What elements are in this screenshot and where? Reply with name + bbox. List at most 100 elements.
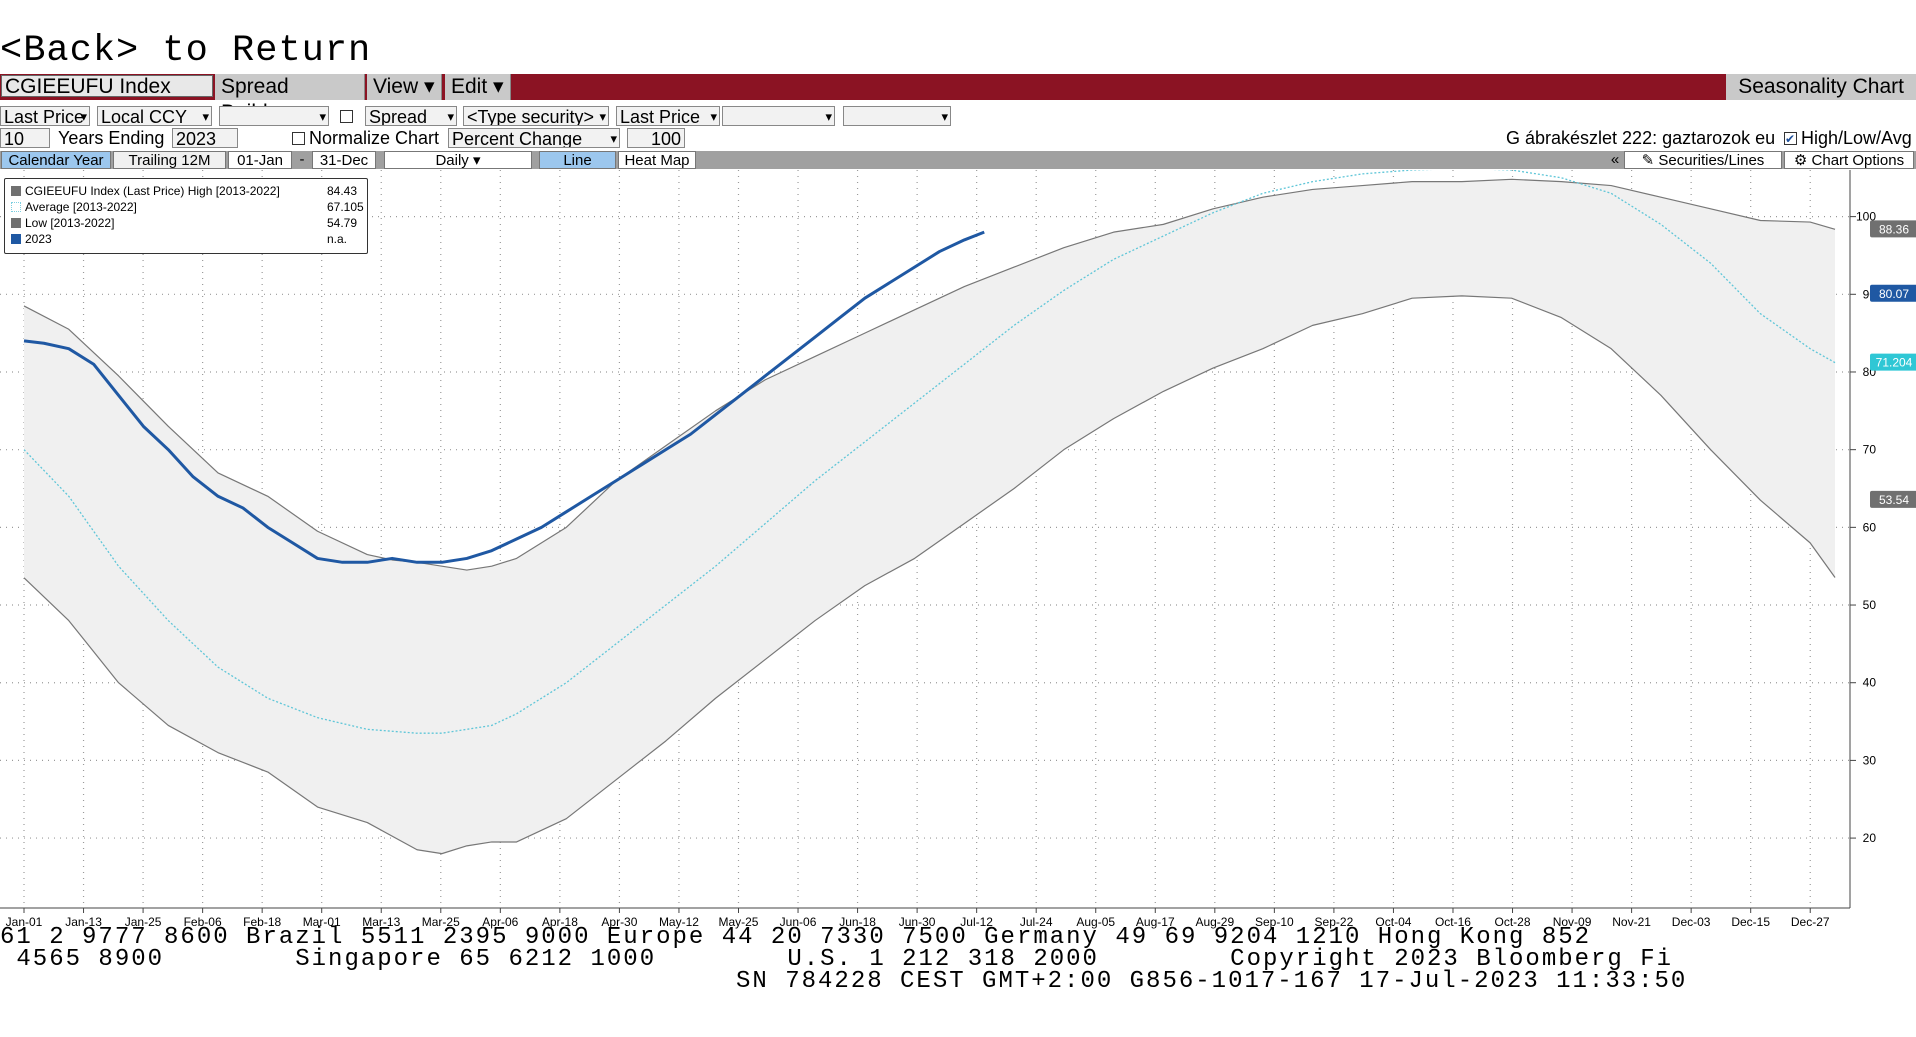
- x-tick-label: Oct-16: [1435, 915, 1471, 929]
- main-toolbar: CGIEEUFU Index Spread Builder View ▾ Edi…: [0, 74, 1916, 124]
- legend-entry: 2023 n.a.: [11, 231, 361, 247]
- gear-icon: ⚙: [1793, 152, 1812, 169]
- start-date-input[interactable]: 01-Jan: [228, 151, 292, 169]
- high-low-avg-label: High/Low/Avg: [1801, 128, 1912, 148]
- spread-builder-button[interactable]: Spread Builder: [215, 74, 365, 124]
- y-tick-label: 50: [1863, 598, 1877, 612]
- x-tick-label: Feb-18: [243, 915, 281, 929]
- legend-entry: CGIEEUFU Index (Last Price) High [2013-2…: [11, 183, 361, 199]
- empty-select-1[interactable]: [219, 106, 329, 126]
- y-tick-label: 40: [1863, 676, 1877, 690]
- back-to-return-link[interactable]: <Back> to Return: [0, 30, 372, 72]
- x-tick-label: Feb-06: [184, 915, 222, 929]
- empty-select-3[interactable]: [843, 106, 951, 126]
- right-value-badge: [1870, 490, 1916, 508]
- y-tick-label: 70: [1863, 443, 1877, 457]
- edit-menu[interactable]: Edit ▾: [445, 74, 511, 100]
- tab-heat-map[interactable]: Heat Map: [618, 151, 696, 169]
- currency-select[interactable]: Local CCY: [97, 106, 212, 126]
- x-tick-label: Jul-12: [960, 915, 993, 929]
- legend-value: 54.79: [327, 216, 358, 230]
- y-tick-label: 100: [1856, 210, 1876, 224]
- field-select[interactable]: Last Price: [0, 106, 90, 126]
- frequency-select[interactable]: Daily ▾: [384, 151, 532, 169]
- legend-entry: Average [2013-2022] 67.105: [11, 199, 364, 215]
- collapse-icon[interactable]: «: [1610, 151, 1620, 168]
- x-tick-label: May-25: [718, 915, 758, 929]
- right-value-label: 88.36: [1870, 220, 1916, 238]
- x-tick-label: Aug-29: [1195, 915, 1234, 929]
- field2-select[interactable]: Last Price: [616, 106, 720, 126]
- years-ending-label: Years Ending: [58, 128, 165, 148]
- right-value-badge: [1870, 284, 1916, 302]
- x-tick-label: Oct-04: [1375, 915, 1411, 929]
- high-low-band: [24, 179, 1836, 854]
- type-security-input[interactable]: <Type security>: [463, 106, 609, 126]
- base-value-input[interactable]: 100: [627, 128, 685, 148]
- x-tick-label: Aug-05: [1076, 915, 1115, 929]
- series-line-1: [23, 170, 1836, 734]
- normalize-chart-label: Normalize Chart: [309, 128, 440, 148]
- legend-swatch: [11, 202, 21, 212]
- date-dash: -: [299, 151, 305, 168]
- legend-value: 67.105: [327, 200, 364, 214]
- y-tick-label: 20: [1863, 831, 1877, 845]
- x-tick-label: Jan-25: [125, 915, 162, 929]
- series-lines: [23, 170, 1836, 855]
- x-tick-label: Apr-06: [482, 915, 518, 929]
- x-tick-label: Mar-25: [422, 915, 460, 929]
- view-menu[interactable]: View ▾: [367, 74, 442, 100]
- legend-entry: Low [2013-2022] 54.79: [11, 215, 361, 231]
- x-tick-label: Aug-17: [1136, 915, 1175, 929]
- tab-trailing-12m[interactable]: Trailing 12M: [113, 151, 226, 169]
- security-input[interactable]: CGIEEUFU Index: [1, 75, 213, 98]
- chart-legend[interactable]: CGIEEUFU Index (Last Price) High [2013-2…: [4, 178, 368, 254]
- years-stepper[interactable]: 10: [0, 128, 50, 148]
- x-tick-label: Oct-28: [1495, 915, 1531, 929]
- x-tick-label: Jun-06: [780, 915, 817, 929]
- end-date-input[interactable]: 31-Dec: [312, 151, 376, 169]
- pencil-icon: ✎: [1641, 152, 1659, 169]
- footer-contacts-2: 4565 8900 Singapore 65 6212 1000 U.S. 1 …: [0, 946, 1674, 973]
- x-tick-label: Mar-13: [362, 915, 400, 929]
- percent-change-select[interactable]: Percent Change: [448, 128, 620, 148]
- spread-select[interactable]: Spread: [365, 106, 457, 126]
- normalize-chart-checkbox[interactable]: Normalize Chart: [292, 128, 439, 148]
- y-tick-label: 60: [1863, 520, 1877, 534]
- series-line-0: [23, 178, 1836, 571]
- x-tick-label: Nov-09: [1553, 915, 1592, 929]
- legend-value: 84.43: [327, 184, 358, 198]
- right-value-badge: [1870, 353, 1916, 371]
- securities-lines-button[interactable]: ✎ Securities/Lines: [1624, 151, 1782, 169]
- x-tick-label: Dec-03: [1672, 915, 1711, 929]
- x-tick-label: Mar-01: [303, 915, 341, 929]
- right-value-text: 88.36: [1879, 222, 1909, 236]
- tab-line[interactable]: Line: [539, 151, 616, 169]
- x-tick-label: May-12: [659, 915, 699, 929]
- legend-value: n.a.: [327, 232, 348, 246]
- x-tick-label: Jan-13: [65, 915, 102, 929]
- x-tick-label: Dec-15: [1731, 915, 1770, 929]
- end-year-stepper[interactable]: 2023: [172, 128, 238, 148]
- x-tick-label: Jul-24: [1020, 915, 1053, 929]
- legend-label: CGIEEUFU Index (Last Price) High [2013-2…: [25, 184, 280, 198]
- legend-swatch: [11, 234, 21, 244]
- high-low-avg-checkbox[interactable]: High/Low/Avg: [1784, 128, 1912, 149]
- x-tick-label: Jan-01: [6, 915, 43, 929]
- series-line-3: [23, 230, 985, 564]
- empty-select-2[interactable]: [722, 106, 835, 126]
- x-tick-label: Sep-22: [1315, 915, 1354, 929]
- x-tick-label: Dec-27: [1791, 915, 1830, 929]
- x-tick-label: Jun-18: [839, 915, 876, 929]
- tab-calendar-year[interactable]: Calendar Year: [1, 151, 111, 169]
- legend-swatch: [11, 186, 21, 196]
- chart-options-button[interactable]: ⚙ Chart Options: [1784, 151, 1914, 169]
- legend-swatch: [11, 218, 21, 228]
- x-tick-label: Apr-18: [542, 915, 578, 929]
- x-tick-label: Sep-10: [1255, 915, 1294, 929]
- saved-chart-label[interactable]: G ábrakészlet 222: gaztarozok eu: [1506, 128, 1776, 148]
- footer-session: SN 784228 CEST GMT+2:00 G856-1017-167 17…: [736, 968, 1688, 995]
- spread-checkbox[interactable]: [340, 106, 357, 126]
